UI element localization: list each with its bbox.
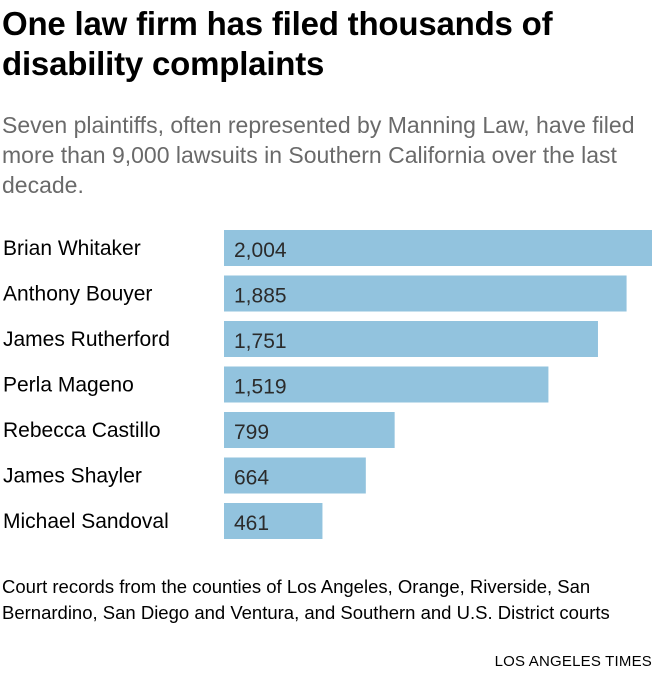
category-label: Michael Sandoval (3, 510, 169, 533)
chart-subtitle: Seven plaintiffs, often represented by M… (2, 112, 635, 198)
bar (224, 230, 652, 266)
bar (224, 457, 366, 494)
bar (224, 412, 395, 448)
bar (224, 275, 627, 312)
chart-title: One law firm has filed thousands of disa… (2, 5, 553, 82)
category-label: Perla Mageno (3, 374, 134, 397)
category-label: Brian Whitaker (3, 237, 141, 260)
value-label: 461 (234, 512, 269, 535)
value-label: 1,519 (234, 376, 287, 399)
value-label: 1,885 (234, 285, 287, 308)
credit-line: LOS ANGELES TIMES (494, 653, 652, 670)
source-note: Court records from the counties of Los A… (2, 576, 610, 623)
category-label: James Rutherford (3, 328, 170, 351)
value-label: 1,751 (234, 330, 287, 353)
bar (224, 321, 598, 357)
value-label: 2,004 (234, 239, 287, 262)
category-label: Anthony Bouyer (3, 283, 152, 306)
value-label: 799 (234, 421, 269, 444)
value-label: 664 (234, 467, 269, 490)
bar (224, 366, 549, 403)
bar-chart: Brian Whitaker 2,004 Anthony Bouyer 1,885 Ja… (3, 230, 652, 539)
category-label: James Shayler (3, 465, 142, 488)
category-label: Rebecca Castillo (3, 419, 161, 442)
bar (224, 503, 323, 539)
